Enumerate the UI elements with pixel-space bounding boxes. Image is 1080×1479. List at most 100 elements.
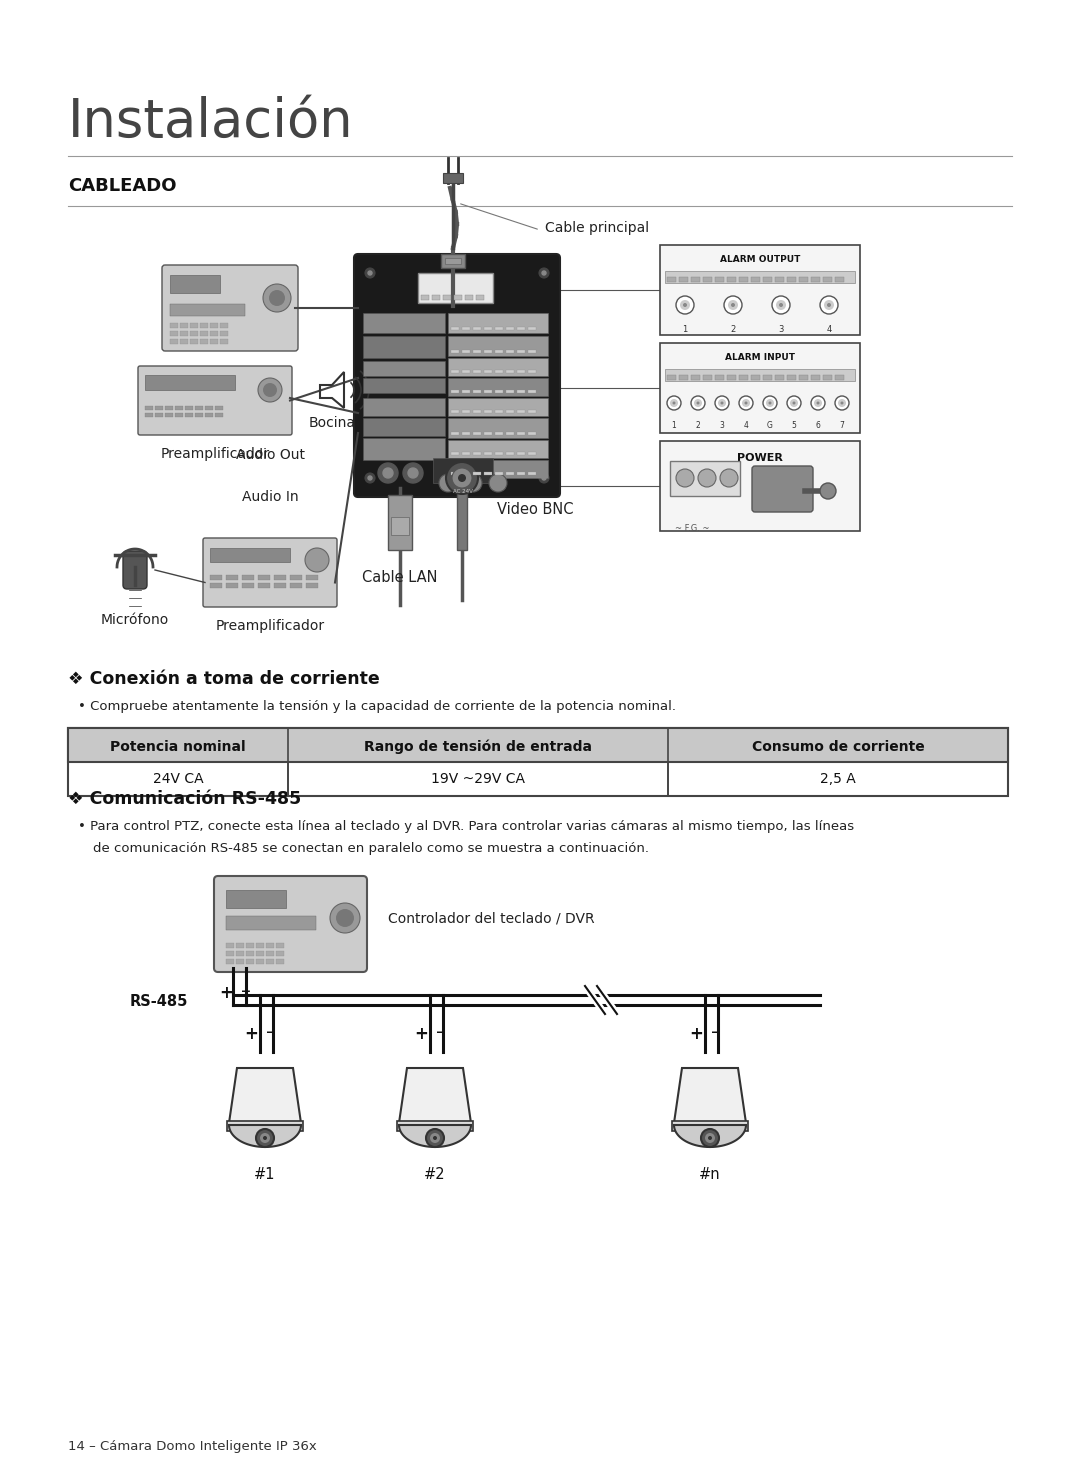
Bar [762,277,772,282]
Bar [448,398,548,416]
Text: Preamplificador: Preamplificador [161,447,270,461]
FancyBboxPatch shape [162,265,298,351]
Bar [473,472,481,475]
Bar [484,327,492,330]
Bar [451,327,459,330]
Bar [156,413,163,417]
Bar [528,432,536,435]
Bar [507,370,514,373]
Text: Audio In: Audio In [242,490,298,504]
Bar [823,376,832,380]
Circle shape [827,303,831,308]
Circle shape [779,303,783,308]
Bar [180,339,188,345]
Bar [237,951,244,955]
Bar [739,376,748,380]
Bar [246,958,254,964]
Text: 6: 6 [815,422,821,430]
Bar [397,1121,473,1131]
Text: –: – [266,1023,275,1043]
Text: 14 – Cámara Domo Inteligente IP 36x: 14 – Cámara Domo Inteligente IP 36x [68,1441,316,1452]
Bar [170,339,178,345]
Text: • Compruebe atentamente la tensión y la capacidad de corriente de la potencia no: • Compruebe atentamente la tensión y la … [78,700,676,713]
Bar [462,432,470,435]
Bar [276,944,284,948]
Circle shape [378,463,399,484]
Circle shape [269,290,285,306]
Text: POWER: POWER [737,453,783,463]
Text: #1: #1 [254,1167,275,1182]
Bar [170,331,178,336]
Circle shape [742,399,750,407]
Bar [495,390,503,393]
Bar [517,390,525,393]
Bar [679,376,688,380]
Circle shape [715,396,729,410]
Circle shape [762,396,777,410]
Bar [306,583,318,589]
Bar [418,274,492,303]
Bar [443,294,451,300]
Circle shape [835,396,849,410]
FancyBboxPatch shape [123,552,147,589]
Bar [448,460,548,478]
Circle shape [814,399,822,407]
Bar [433,458,492,484]
Bar [226,575,238,580]
Text: Cable principal: Cable principal [545,220,649,235]
Bar [256,958,264,964]
Bar [495,370,503,373]
Text: ❖ Conexión a toma de corriente: ❖ Conexión a toma de corriente [68,670,380,688]
Text: 2: 2 [696,422,700,430]
Text: 7: 7 [839,422,845,430]
Text: +: + [689,1025,703,1043]
Circle shape [305,549,329,572]
Text: G: G [767,422,773,430]
Bar [473,370,481,373]
Text: +: + [414,1025,428,1043]
Bar [703,376,712,380]
Bar [448,439,548,458]
Bar [495,351,503,353]
Text: 3: 3 [779,325,784,334]
Circle shape [426,1128,444,1148]
Bar [448,379,548,396]
Circle shape [336,910,354,927]
Bar [660,441,860,531]
Circle shape [766,399,774,407]
Text: Instalación: Instalación [68,96,353,148]
Bar [210,331,218,336]
Bar [276,958,284,964]
Bar [667,277,676,282]
Bar [226,958,234,964]
Text: Preamplificador: Preamplificador [215,620,325,633]
Circle shape [777,300,786,311]
Circle shape [840,401,843,404]
Circle shape [542,476,546,481]
Circle shape [698,469,716,487]
Circle shape [667,396,681,410]
Bar [363,438,445,460]
Bar [462,453,470,456]
Circle shape [453,467,472,488]
Text: AC 24V: AC 24V [454,490,473,494]
Bar [476,294,484,300]
Bar [266,958,274,964]
Bar [507,453,514,456]
Bar [495,410,503,413]
Polygon shape [674,1126,746,1148]
Text: 5: 5 [792,422,796,430]
Text: ALARM INPUT: ALARM INPUT [725,353,795,362]
Text: Rango de tensión de entrada: Rango de tensión de entrada [364,740,592,754]
Bar [495,453,503,456]
FancyBboxPatch shape [138,365,292,435]
Bar [465,294,473,300]
Text: RS-485: RS-485 [130,994,188,1010]
Bar [276,951,284,955]
Bar [495,432,503,435]
Bar [210,339,218,345]
Bar [190,322,198,328]
Text: Bocina: Bocina [309,416,355,430]
Bar [68,728,1008,762]
Bar [473,327,481,330]
